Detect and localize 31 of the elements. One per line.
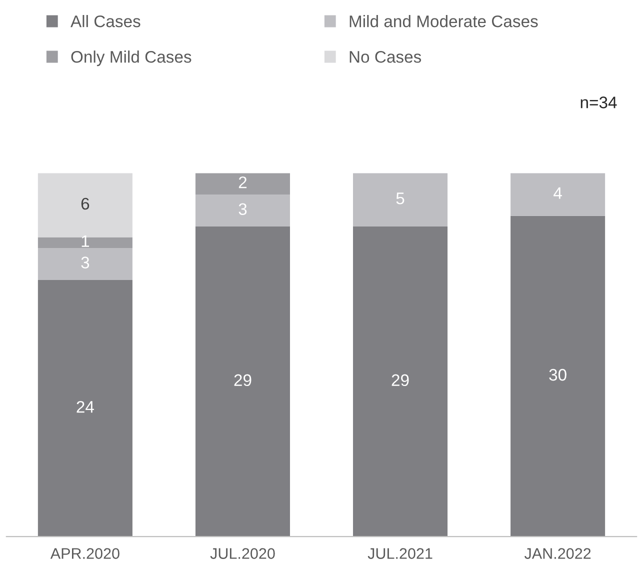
bar xyxy=(38,237,132,248)
data-label: 24 xyxy=(76,400,94,413)
bar xyxy=(38,248,132,280)
legend-label: Mild and Moderate Cases xyxy=(350,15,538,28)
data-label: 29 xyxy=(392,374,409,386)
bar xyxy=(510,216,606,537)
x-tick-label: JUL.2020 xyxy=(210,548,275,559)
data-label: 5 xyxy=(396,192,404,204)
legend-label: All Cases xyxy=(70,15,140,28)
bar xyxy=(38,280,132,537)
bar xyxy=(510,173,606,216)
x-tick-label: JAN.2022 xyxy=(524,548,591,559)
data-label: 3 xyxy=(238,203,247,215)
bar xyxy=(195,173,290,194)
x-tick-label: APR.2020 xyxy=(50,548,120,559)
data-label: 6 xyxy=(81,198,90,210)
data-label: 30 xyxy=(549,368,566,381)
bar xyxy=(195,226,290,537)
data-label: 4 xyxy=(554,187,562,199)
bar xyxy=(353,173,448,227)
bar xyxy=(353,226,448,537)
legend-label: Only Mild Cases xyxy=(71,50,192,66)
data-label: 3 xyxy=(81,256,90,268)
text: n=34 xyxy=(580,96,617,108)
data-label: 1 xyxy=(82,235,90,247)
bar xyxy=(195,194,290,227)
bar xyxy=(38,173,132,238)
data-label: 2 xyxy=(238,176,247,188)
legend-label: No Cases xyxy=(350,50,422,63)
x-tick-label: JUL.2021 xyxy=(368,548,432,559)
data-label: 29 xyxy=(234,374,252,386)
